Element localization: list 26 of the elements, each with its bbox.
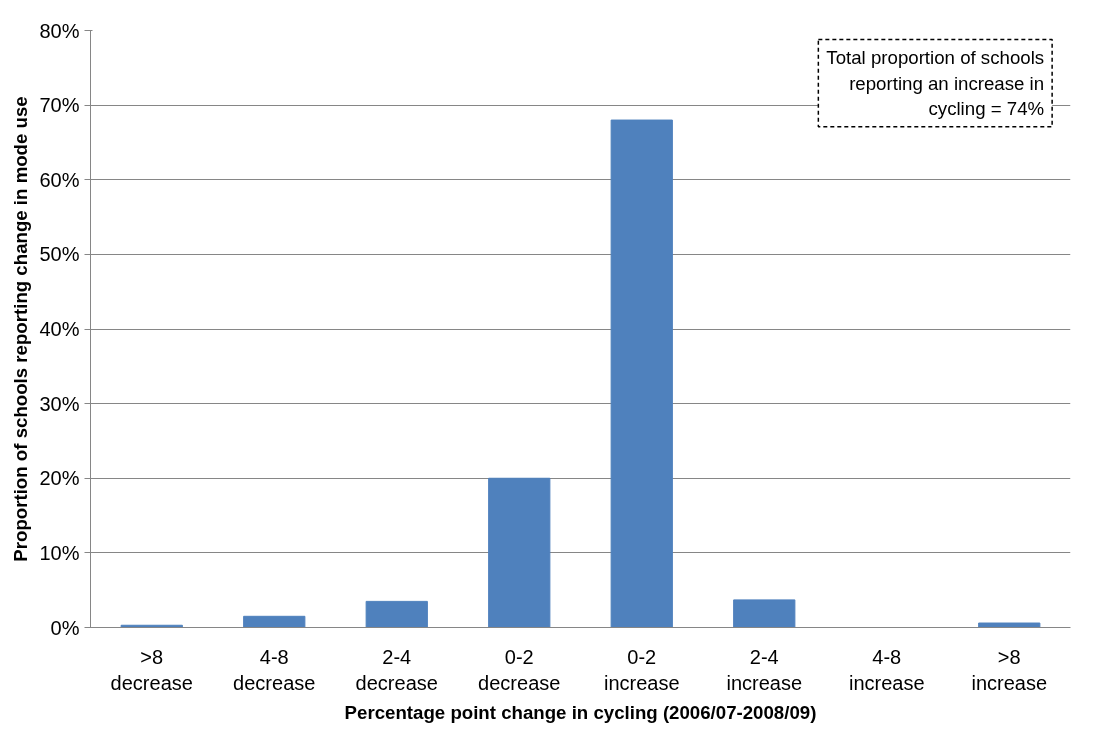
y-tick-label: 60% [39, 168, 80, 191]
bar [733, 599, 796, 628]
y-tick-label: 30% [39, 392, 80, 415]
x-tick-label: 0-2 decrease [478, 645, 561, 694]
x-tick-label: >8 increase [971, 645, 1048, 694]
x-tick-label: 2-4 increase [726, 645, 803, 694]
annotation: Total proportion of schools reporting an increase in cycling = 74% [826, 47, 1045, 119]
x-tick-label: 2-4 decrease [355, 645, 438, 694]
bar [488, 477, 551, 628]
bar [610, 119, 673, 628]
x-tick-label: 4-8 decrease [233, 645, 316, 694]
bar [365, 600, 428, 628]
bar [978, 622, 1041, 628]
y-tick-label: 10% [39, 541, 80, 564]
x-axis-title: Percentage point change in cycling (2006/07-2008/09) [344, 701, 817, 723]
bar [243, 615, 306, 628]
x-tick-label: 0-2 increase [603, 645, 680, 694]
y-tick-label: 40% [39, 318, 80, 340]
y-axis-title: Proportion of schools reporting change in mode use [10, 96, 32, 562]
y-tick-label: 80% [39, 19, 80, 42]
x-tick-label: >8 decrease [110, 645, 193, 694]
y-tick-label: 20% [39, 467, 80, 490]
y-tick-label: 50% [39, 243, 80, 266]
y-tick-label: 70% [39, 94, 80, 117]
y-tick-label: 0% [50, 616, 80, 639]
x-tick-label: 4-8 increase [848, 645, 925, 694]
